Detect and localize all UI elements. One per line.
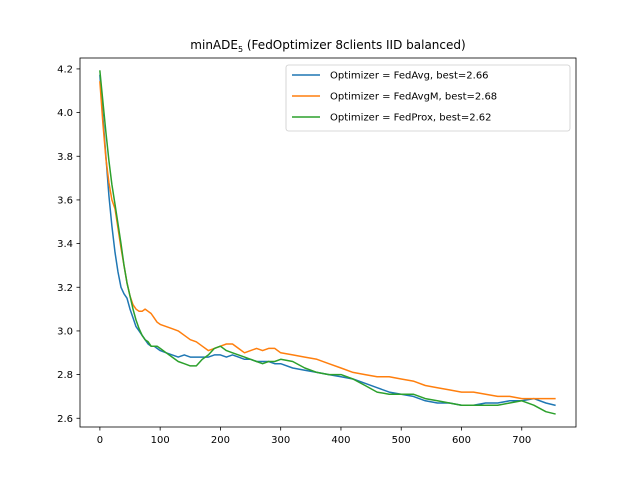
legend-label-3: Optimizer = FedProx, best=2.62 [330,113,492,124]
x-tick-label: 600 [452,435,471,446]
y-tick-label: 2.8 [57,370,73,381]
series-line-1 [99,74,556,407]
legend-label-1: Optimizer = FedAvg, best=2.66 [330,71,489,82]
y-tick-label: 3.0 [57,326,73,337]
y-tick-label: 3.2 [57,283,73,294]
legend-label-2: Optimizer = FedAvgM, best=2.68 [330,92,497,103]
y-tick-label: 4.2 [57,64,73,75]
plot-area: 0 100 200 300 400 500 600 700 2.6 2.8 3.0 3.2 3.4 3.6… [57,57,577,446]
series-line-3 [99,70,556,415]
x-tick-label: 300 [271,435,290,446]
y-tick-label: 3.8 [57,152,73,163]
y-tick-label: 3.4 [57,239,73,250]
x-tick-label: 500 [392,435,411,446]
x-tick-label: 700 [512,435,531,446]
chart-title-rest: (FedOptimizer 8clients IID balanced) [243,38,466,52]
y-tick-label: 3.6 [57,195,73,206]
y-tick-label: 2.6 [57,414,73,425]
x-tick-label: 200 [211,435,230,446]
y-tick-label: 4.0 [57,108,73,119]
chart-title: minADE5 (FedOptimizer 8clients IID balan… [190,38,465,54]
x-tick-label: 100 [151,435,170,446]
legend-box [285,64,571,132]
x-tick-label: 400 [331,435,350,446]
chart-title-subscript: 5 [238,45,243,54]
axes-frame [79,57,577,428]
x-tick-label: 0 [97,435,103,446]
